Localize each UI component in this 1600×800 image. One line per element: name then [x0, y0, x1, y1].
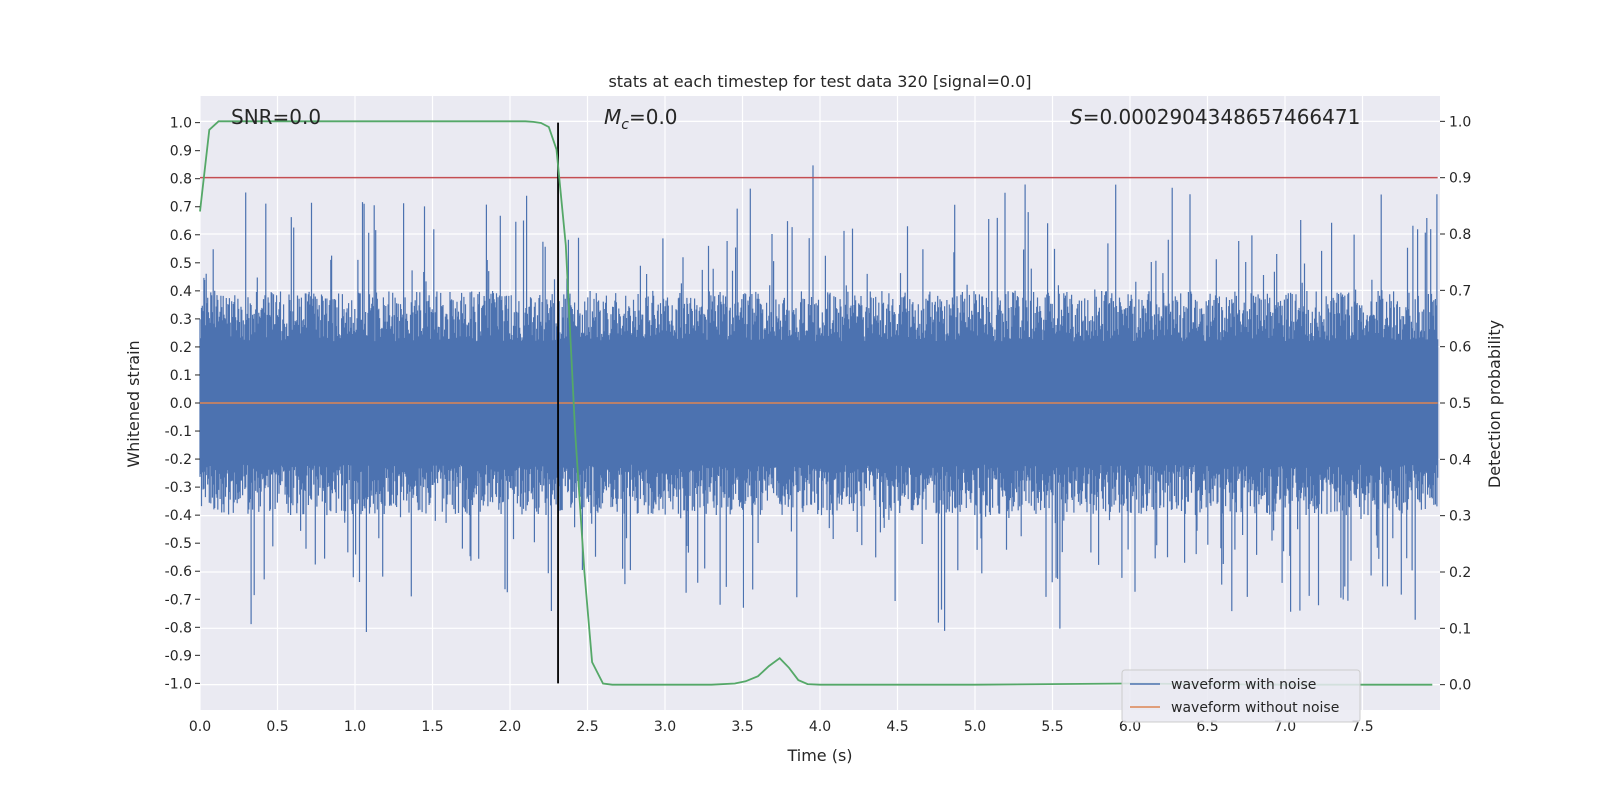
y-tick-labels: 1.0 0.9 0.8 0.7 0.6 0.5 0.4 0.3 0.2 0.1 0.0 -0.1 -0.… — [165, 116, 200, 692]
chart-title: stats at each timestep for test data 320… — [608, 72, 1031, 91]
x-tick-label: 5.0 — [964, 719, 986, 735]
x-tick-label: 6.0 — [1119, 719, 1141, 735]
y-tick-label: 0.3 — [170, 312, 192, 328]
legend-label-clean: waveform without noise — [1171, 700, 1339, 716]
x-tick-label: 0.0 — [189, 719, 211, 735]
detection-probability-line — [199, 120, 1433, 686]
y-tick-label: -0.3 — [165, 480, 192, 496]
y-tick-label: 0.1 — [170, 368, 192, 384]
y-tick-label: 0.6 — [170, 228, 192, 244]
overlay-lines — [199, 120, 1438, 686]
x-tick-label: 4.0 — [809, 719, 831, 735]
y-tick-label: 0.7 — [170, 200, 192, 216]
y2-tick-label: 0.2 — [1449, 565, 1471, 581]
snr-annotation: SNR=0.0 — [231, 105, 321, 129]
x-tick-labels: 0.0 0.5 1.0 1.5 2.0 2.5 3.0 3.5 4.0 4.5 5.0 5.5 6.0 6… — [189, 719, 1374, 735]
y-tick-label: 0.8 — [170, 172, 192, 188]
y-axis-label: Whitened strain — [124, 340, 143, 467]
y2-tick-label: 1.0 — [1449, 114, 1471, 130]
x-tick-label: 4.5 — [886, 719, 908, 735]
legend: waveform with noise waveform without noi… — [1121, 669, 1361, 723]
y-tick-label: -0.7 — [165, 592, 192, 608]
y-tick-label: 0.4 — [170, 284, 192, 300]
y2-tick-label: 0.3 — [1449, 509, 1471, 525]
score-annotation: S=0.0002904348657466471 — [1070, 105, 1360, 129]
y-tick-label: -0.5 — [165, 536, 192, 552]
y-tick-label: 0.2 — [170, 340, 192, 356]
x-tick-label: 1.0 — [344, 719, 366, 735]
chirp-mass-subscript: c — [621, 117, 629, 133]
x-tick-label: 2.5 — [576, 719, 598, 735]
legend-box — [1121, 669, 1361, 723]
y-tick-label: 1.0 — [170, 116, 192, 132]
score-value: =0.0002904348657466471 — [1083, 105, 1361, 129]
y-tick-label: -1.0 — [165, 676, 192, 692]
y-tick-label: -0.4 — [165, 508, 192, 524]
x-tick-label: 3.5 — [731, 719, 753, 735]
y-tick-label: -0.6 — [165, 564, 192, 580]
x-tick-label: 0.5 — [266, 719, 288, 735]
x-tick-label: 1.5 — [421, 719, 443, 735]
x-tick-label: 3.0 — [654, 719, 676, 735]
y-tick-label: 0.5 — [170, 256, 192, 272]
y2-tick-label: 0.5 — [1449, 396, 1471, 412]
y2-tick-label: 0.8 — [1449, 227, 1471, 243]
y2-tick-label: 0.7 — [1449, 283, 1471, 299]
score-symbol: S — [1070, 105, 1083, 129]
x-tick-label: 7.5 — [1351, 719, 1373, 735]
y2-tick-labels: 1.0 0.9 0.8 0.7 0.6 0.5 0.4 0.3 0.2 0.1 0.0 — [1440, 114, 1471, 694]
y-tick-label: -0.9 — [165, 648, 192, 664]
x-tick-label: 6.5 — [1196, 719, 1218, 735]
y-tick-label: -0.2 — [165, 452, 192, 468]
y-tick-label: -0.8 — [165, 620, 192, 636]
y-tick-label: 0.9 — [170, 144, 192, 160]
y2-tick-label: 0.9 — [1449, 171, 1471, 187]
legend-label-noise: waveform with noise — [1171, 677, 1316, 693]
x-tick-label: 5.5 — [1041, 719, 1063, 735]
x-axis-label: Time (s) — [786, 746, 852, 765]
y2-tick-label: 0.0 — [1449, 678, 1471, 694]
y2-tick-label: 0.6 — [1449, 340, 1471, 356]
chirp-mass-annotation: Mc=0.0 — [604, 105, 678, 133]
y-tick-label: -0.1 — [165, 424, 192, 440]
chirp-mass-symbol: M — [604, 105, 621, 129]
y-tick-label: 0.0 — [170, 396, 192, 412]
x-tick-label: 7.0 — [1274, 719, 1296, 735]
y2-axis-label: Detection probability — [1485, 320, 1504, 488]
x-tick-label: 2.0 — [499, 719, 521, 735]
y2-tick-label: 0.1 — [1449, 621, 1471, 637]
y2-tick-label: 0.4 — [1449, 452, 1471, 468]
chirp-mass-value: =0.0 — [629, 105, 678, 129]
